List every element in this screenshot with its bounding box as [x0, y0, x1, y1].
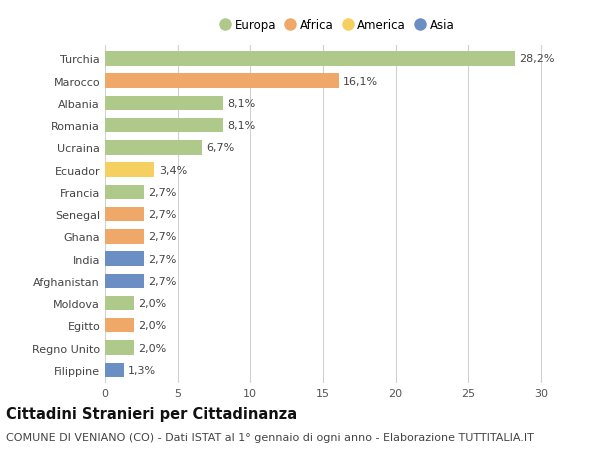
- Bar: [105, 363, 124, 377]
- Text: 28,2%: 28,2%: [519, 54, 554, 64]
- Bar: [105, 74, 339, 89]
- Text: 2,0%: 2,0%: [139, 343, 167, 353]
- Bar: [105, 118, 223, 133]
- Bar: [105, 252, 144, 266]
- Bar: [105, 341, 134, 355]
- Text: 2,7%: 2,7%: [149, 210, 177, 219]
- Text: 1,3%: 1,3%: [128, 365, 157, 375]
- Text: 2,7%: 2,7%: [149, 232, 177, 242]
- Text: 8,1%: 8,1%: [227, 121, 256, 131]
- Bar: [105, 319, 134, 333]
- Bar: [105, 52, 515, 67]
- Text: 2,7%: 2,7%: [149, 254, 177, 264]
- Legend: Europa, Africa, America, Asia: Europa, Africa, America, Asia: [216, 15, 459, 37]
- Bar: [105, 185, 144, 200]
- Text: COMUNE DI VENIANO (CO) - Dati ISTAT al 1° gennaio di ogni anno - Elaborazione TU: COMUNE DI VENIANO (CO) - Dati ISTAT al 1…: [6, 432, 534, 442]
- Text: 2,0%: 2,0%: [139, 298, 167, 308]
- Text: 6,7%: 6,7%: [207, 143, 235, 153]
- Bar: [105, 141, 202, 155]
- Bar: [105, 96, 223, 111]
- Text: 3,4%: 3,4%: [159, 165, 187, 175]
- Bar: [105, 296, 134, 311]
- Text: 2,7%: 2,7%: [149, 187, 177, 197]
- Bar: [105, 274, 144, 288]
- Text: 2,0%: 2,0%: [139, 320, 167, 330]
- Bar: [105, 207, 144, 222]
- Text: Cittadini Stranieri per Cittadinanza: Cittadini Stranieri per Cittadinanza: [6, 406, 297, 421]
- Bar: [105, 163, 154, 178]
- Text: 8,1%: 8,1%: [227, 99, 256, 109]
- Text: 16,1%: 16,1%: [343, 76, 379, 86]
- Bar: [105, 230, 144, 244]
- Text: 2,7%: 2,7%: [149, 276, 177, 286]
